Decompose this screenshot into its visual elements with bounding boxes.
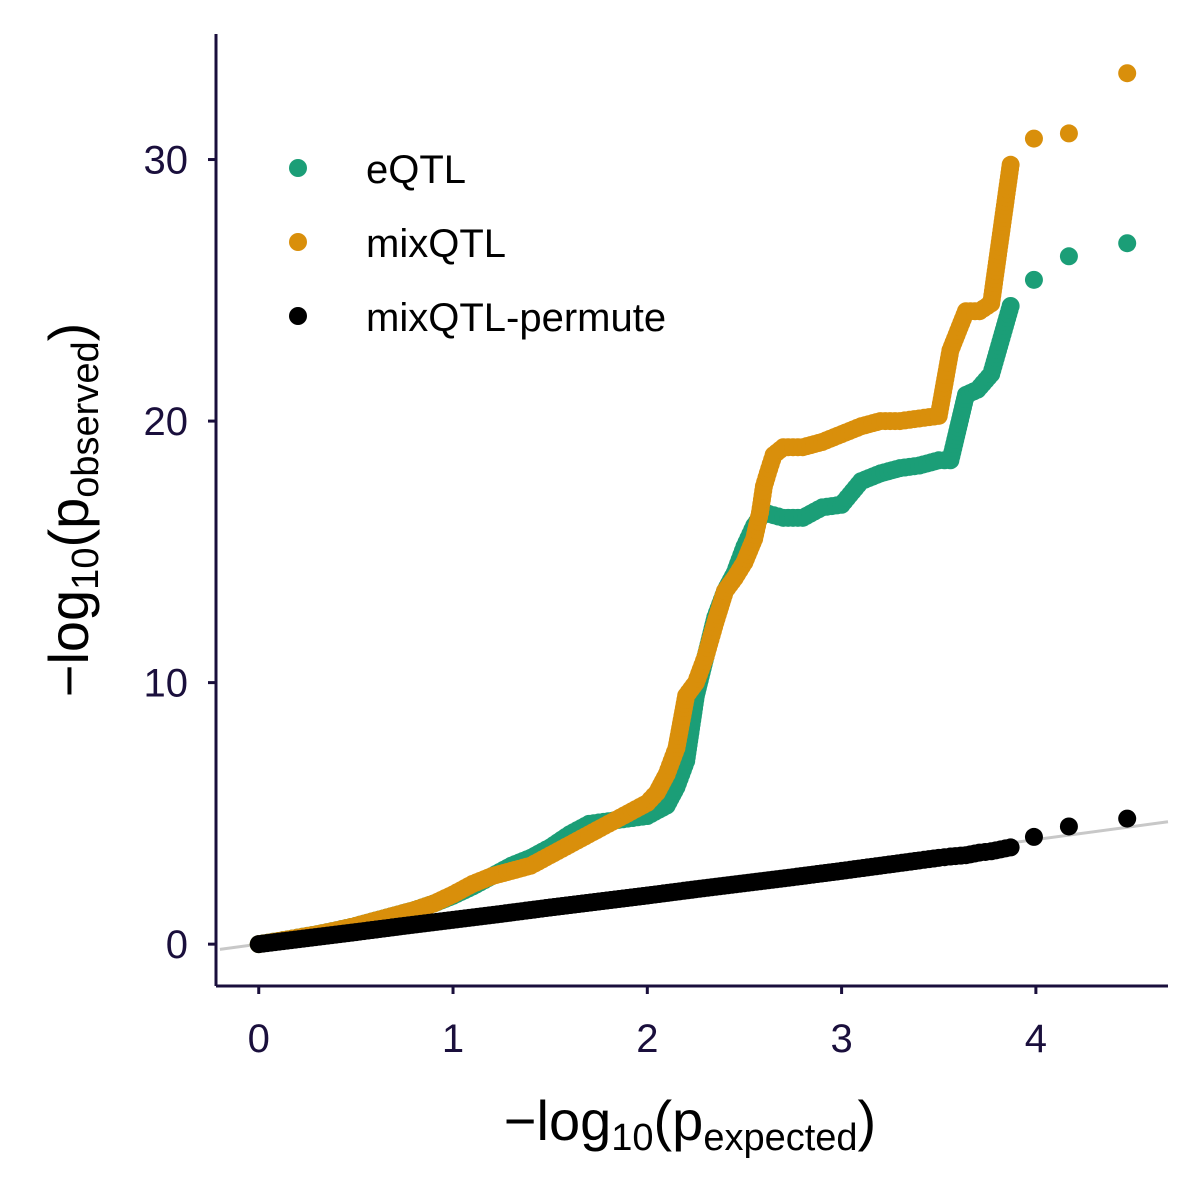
data-point bbox=[1059, 817, 1078, 836]
legend-marker bbox=[289, 159, 307, 177]
series-mixqtl-permute bbox=[249, 809, 1137, 954]
legend: eQTL mixQTL mixQTL-permute bbox=[289, 148, 666, 340]
data-point bbox=[1024, 827, 1043, 846]
y-axis-title: −log10(pobserved) bbox=[37, 323, 107, 698]
data-point bbox=[1118, 234, 1137, 253]
data-point bbox=[1118, 64, 1137, 83]
data-point bbox=[1059, 247, 1078, 266]
data-point bbox=[1024, 129, 1043, 148]
y-tick-label: 20 bbox=[144, 400, 189, 444]
data-point bbox=[1118, 809, 1137, 828]
axis-ticks: 0 1 2 3 4 0 10 20 30 bbox=[144, 139, 1048, 1061]
x-tick-label: 4 bbox=[1025, 1017, 1047, 1061]
data-point bbox=[1059, 124, 1078, 143]
legend-label: eQTL bbox=[366, 148, 466, 192]
legend-label: mixQTL-permute bbox=[366, 296, 666, 340]
x-axis-title: −log10(pexpected) bbox=[504, 1089, 876, 1159]
x-tick-label: 3 bbox=[830, 1017, 852, 1061]
data-point bbox=[1001, 297, 1020, 315]
y-tick-label: 30 bbox=[144, 139, 189, 183]
y-tick-label: 10 bbox=[144, 662, 189, 706]
x-tick-label: 0 bbox=[248, 1017, 270, 1061]
x-tick-label: 1 bbox=[442, 1017, 464, 1061]
legend-label: mixQTL bbox=[366, 222, 506, 266]
y-tick-label: 0 bbox=[166, 923, 188, 967]
x-tick-label: 2 bbox=[636, 1017, 658, 1061]
legend-marker bbox=[289, 307, 307, 325]
data-point bbox=[1001, 838, 1020, 857]
data-point bbox=[1001, 155, 1020, 174]
legend-marker bbox=[289, 233, 307, 251]
data-point bbox=[1024, 270, 1043, 289]
series-mixqtl bbox=[249, 64, 1137, 954]
data-points bbox=[249, 64, 1137, 954]
